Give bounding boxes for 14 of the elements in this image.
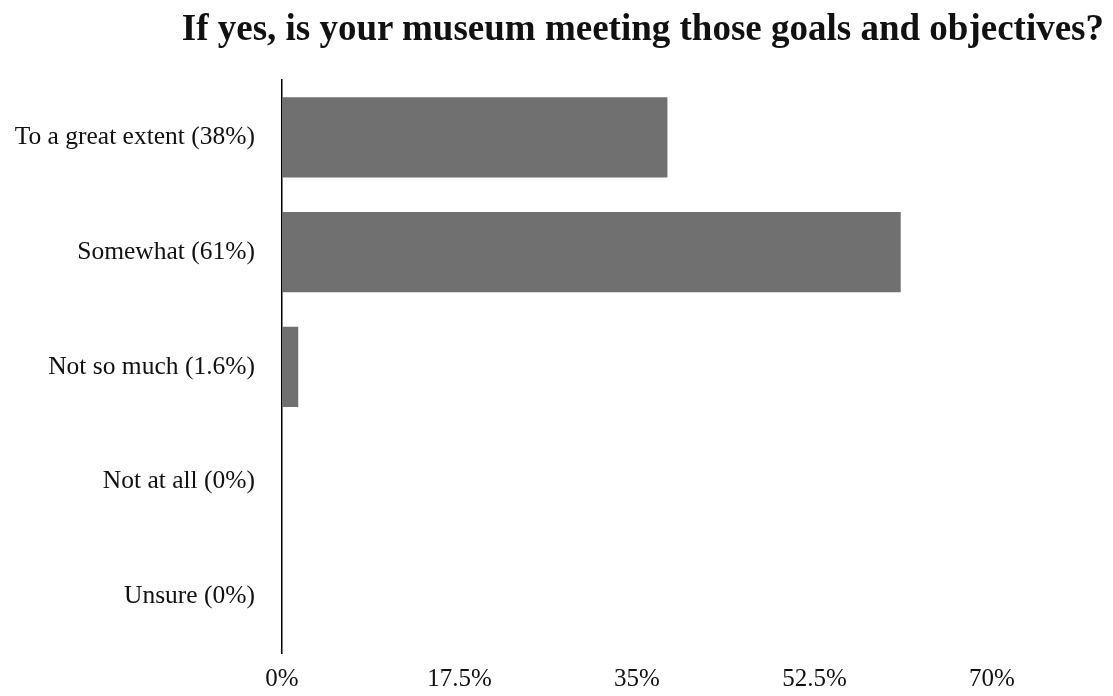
chart-title: If yes, is your museum meeting those goals and objectives? (181, 6, 1104, 50)
x-tick-label: 52.5% (782, 664, 847, 692)
x-tick-label: 35% (614, 664, 660, 692)
y-tick-label: Somewhat (61%) (77, 235, 255, 265)
y-tick-label: Unsure (0%) (124, 580, 255, 610)
bar (282, 97, 668, 178)
y-tick-label: Not so much (1.6%) (48, 350, 255, 380)
bar (282, 211, 901, 293)
x-tick-label: 70% (969, 664, 1015, 692)
y-tick-label: To a great extent (38%) (14, 121, 255, 151)
x-tick-label: 0% (265, 664, 299, 692)
y-tick-label: Not at all (0%) (102, 465, 255, 495)
bar (282, 326, 299, 408)
x-tick-label: 17.5% (427, 664, 492, 692)
